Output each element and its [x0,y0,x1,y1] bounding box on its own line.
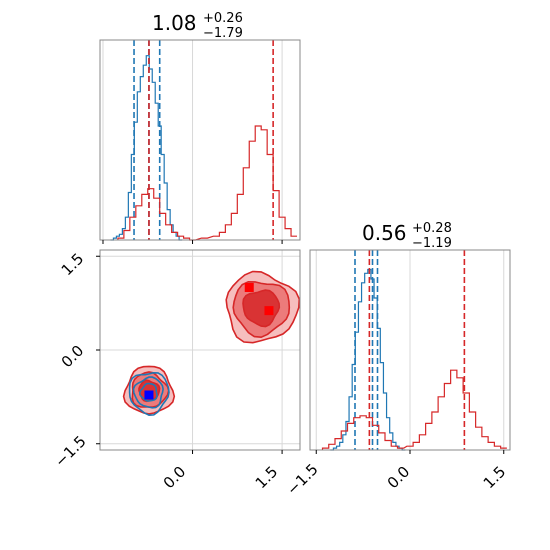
y-tick-label: 1.5 [58,250,88,280]
histogram-series [117,125,298,241]
joint-y-tick-labels: 1.5 0.0 −1.5 [51,250,89,471]
title-minus: −1.19 [412,236,452,251]
histogram-series [110,55,183,241]
contour-level [138,382,158,402]
axes-frame [99,39,301,241]
histogram-series [321,369,507,450]
joint-contour-panel [96,249,301,454]
x-tick-label: 0.0 [384,463,414,493]
contour-level [242,289,281,328]
title-plus: +0.28 [412,221,452,236]
title-value: 0.56 [362,221,407,245]
x-tick-label: 1.5 [480,463,510,493]
point-marker [244,283,254,292]
marginal-y-title: 0.56 +0.28 −1.19 [362,221,452,251]
point-marker [264,306,274,316]
title-plus: +0.26 [203,11,243,26]
contour-level [132,376,164,409]
joint-x-tick-labels: 0.0 1.5 [160,463,282,493]
y-tick-label: −1.5 [51,432,89,470]
x-tick-label: −1.5 [283,460,321,498]
marginal-y-histogram [309,249,511,454]
x-tick-label: 0.0 [160,463,190,493]
title-value: 1.08 [152,11,197,35]
title-minus: −1.79 [203,26,243,41]
marginal-x-histogram [99,39,301,244]
contour-level [128,371,170,417]
marginal-y-x-tick-labels: −1.5 0.0 1.5 [283,460,509,498]
x-tick-label: 1.5 [252,463,282,493]
point-marker [144,390,154,400]
marginal-x-title: 1.08 +0.26 −1.79 [152,11,243,41]
histogram-series [330,268,406,451]
y-tick-label: 0.0 [58,342,88,372]
